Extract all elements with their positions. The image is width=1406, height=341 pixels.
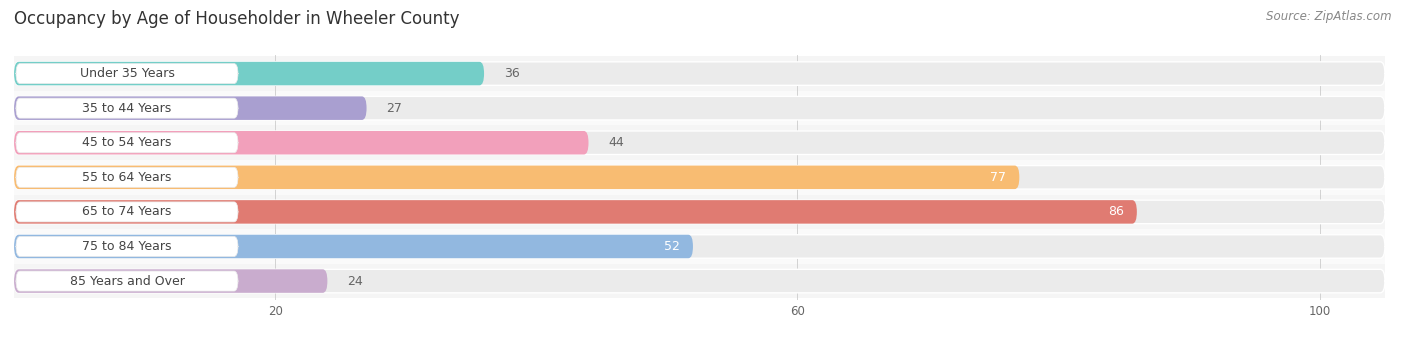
- FancyBboxPatch shape: [15, 98, 238, 118]
- FancyBboxPatch shape: [14, 131, 1385, 154]
- FancyBboxPatch shape: [14, 269, 328, 293]
- FancyBboxPatch shape: [15, 237, 238, 256]
- FancyBboxPatch shape: [15, 63, 238, 84]
- Text: Occupancy by Age of Householder in Wheeler County: Occupancy by Age of Householder in Wheel…: [14, 10, 460, 28]
- Bar: [14, 264, 1385, 298]
- Text: 86: 86: [1108, 205, 1123, 218]
- FancyBboxPatch shape: [15, 167, 238, 187]
- FancyBboxPatch shape: [14, 235, 1385, 258]
- Bar: [14, 160, 1385, 195]
- FancyBboxPatch shape: [14, 200, 1137, 224]
- Text: 85 Years and Over: 85 Years and Over: [69, 275, 184, 287]
- FancyBboxPatch shape: [14, 166, 1019, 189]
- Text: 75 to 84 Years: 75 to 84 Years: [82, 240, 172, 253]
- Text: 55 to 64 Years: 55 to 64 Years: [83, 171, 172, 184]
- Bar: [14, 125, 1385, 160]
- FancyBboxPatch shape: [14, 269, 1385, 293]
- FancyBboxPatch shape: [14, 200, 1385, 224]
- FancyBboxPatch shape: [14, 97, 1385, 120]
- FancyBboxPatch shape: [15, 271, 238, 291]
- Bar: [14, 195, 1385, 229]
- FancyBboxPatch shape: [14, 131, 589, 154]
- Text: 24: 24: [347, 275, 363, 287]
- Text: 77: 77: [990, 171, 1007, 184]
- FancyBboxPatch shape: [15, 202, 238, 222]
- Text: 45 to 54 Years: 45 to 54 Years: [83, 136, 172, 149]
- Text: 36: 36: [503, 67, 519, 80]
- Text: 52: 52: [664, 240, 681, 253]
- FancyBboxPatch shape: [14, 62, 1385, 85]
- FancyBboxPatch shape: [15, 133, 238, 153]
- Text: 35 to 44 Years: 35 to 44 Years: [83, 102, 172, 115]
- Text: Under 35 Years: Under 35 Years: [80, 67, 174, 80]
- Bar: [14, 229, 1385, 264]
- FancyBboxPatch shape: [14, 97, 367, 120]
- FancyBboxPatch shape: [14, 62, 484, 85]
- Bar: [14, 56, 1385, 91]
- Text: 44: 44: [609, 136, 624, 149]
- Bar: [14, 91, 1385, 125]
- Text: Source: ZipAtlas.com: Source: ZipAtlas.com: [1267, 10, 1392, 23]
- FancyBboxPatch shape: [14, 166, 1385, 189]
- FancyBboxPatch shape: [14, 235, 693, 258]
- Text: 65 to 74 Years: 65 to 74 Years: [83, 205, 172, 218]
- Text: 27: 27: [387, 102, 402, 115]
